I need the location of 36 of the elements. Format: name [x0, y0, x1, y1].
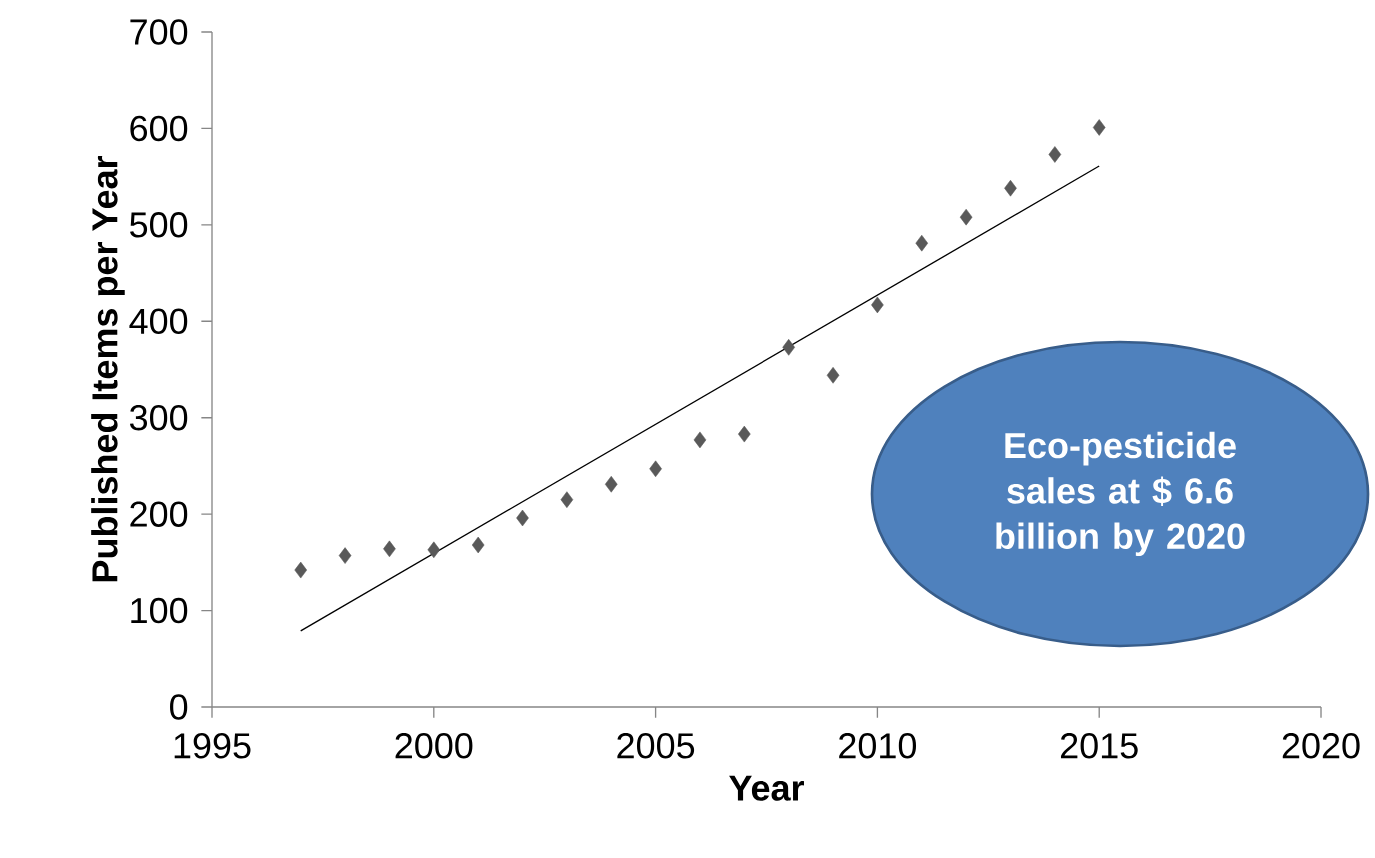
- point: [1092, 119, 1106, 136]
- point: [560, 491, 574, 508]
- point: [693, 431, 707, 449]
- y-tick-label: 500: [130, 212, 188, 238]
- x-axis-title: Year: [729, 775, 804, 801]
- point: [516, 509, 529, 527]
- y-tick-label: 0: [170, 694, 188, 720]
- point: [826, 367, 840, 384]
- x-tick-label: 2005: [617, 733, 695, 759]
- point: [338, 547, 352, 564]
- point: [1004, 179, 1017, 197]
- y-tick-label: 400: [129, 308, 188, 335]
- x-tick-label: 2010: [839, 733, 917, 759]
- point: [871, 296, 884, 314]
- annotation: Eco-pesticide sales at $ 6.6 billion by 2020: [996, 431, 1245, 557]
- x-tick-label: 2020: [1282, 733, 1360, 759]
- point: [915, 234, 929, 252]
- x-tick-label: 1995: [174, 733, 251, 759]
- point: [959, 208, 973, 226]
- y-tick-label: 700: [130, 19, 188, 45]
- y-tick-label: 300: [129, 404, 188, 431]
- x-tick-label: 2015: [1060, 733, 1138, 759]
- point: [294, 561, 307, 579]
- y-tick-label: 100: [131, 597, 188, 624]
- point: [782, 339, 795, 356]
- point: [738, 425, 751, 443]
- point: [649, 460, 662, 478]
- y-axis-title: Published Items per Year: [91, 155, 125, 582]
- x-tick-label: 2000: [395, 733, 473, 759]
- y-tick-label: 200: [130, 501, 188, 527]
- point: [471, 536, 485, 554]
- point: [1048, 146, 1062, 163]
- point: [604, 475, 618, 493]
- point: [383, 540, 396, 558]
- y-tick-label: 600: [130, 115, 188, 142]
- point: [427, 541, 441, 559]
